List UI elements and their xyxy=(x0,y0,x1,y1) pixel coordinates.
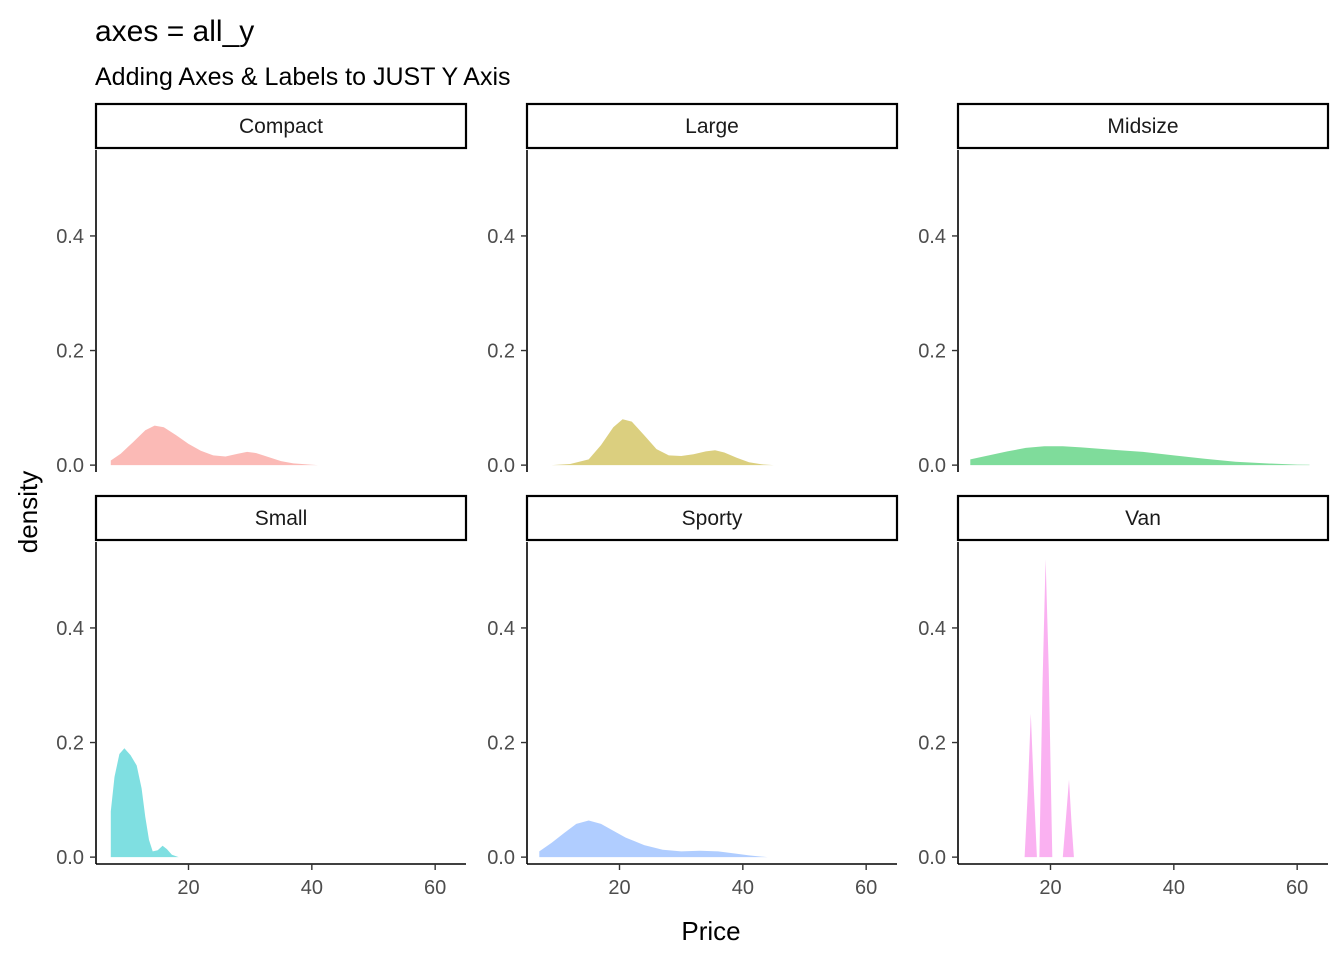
facet-large: Large 0.0 0.2 0.4 xyxy=(487,102,899,477)
y-tick-label-van: 0.4 xyxy=(918,618,946,640)
strip-van xyxy=(956,494,1330,542)
strip-label-sporty: Sporty xyxy=(682,507,743,530)
y-tick-label-midsize: 0.4 xyxy=(918,226,946,248)
x-tick-label-van: 40 xyxy=(1163,877,1185,899)
strip-label-van: Van xyxy=(1125,507,1161,530)
chart-title: axes = all_y xyxy=(95,15,254,48)
x-tick-label-van: 60 xyxy=(1286,877,1308,899)
x-tick-label-small: 40 xyxy=(301,877,323,899)
y-tick-label-sporty: 0.2 xyxy=(487,733,515,755)
strip-small xyxy=(94,494,468,542)
y-tick-label-van: 0.2 xyxy=(918,733,946,755)
strip-label-compact: Compact xyxy=(239,115,323,138)
y-tick-label-small: 0.4 xyxy=(56,618,84,640)
x-tick-label-sporty: 20 xyxy=(608,877,630,899)
density-area-large xyxy=(551,419,774,466)
density-area-small xyxy=(110,748,179,858)
facet-midsize: Midsize 0.0 0.2 0.4 xyxy=(918,102,1330,477)
y-tick-label-compact: 0.4 xyxy=(56,226,84,248)
density-area-compact xyxy=(110,425,318,466)
strip-large xyxy=(525,102,899,150)
density-area-sporty xyxy=(539,820,768,858)
chart-subtitle: Adding Axes & Labels to JUST Y Axis xyxy=(95,63,511,91)
facet-small: Small 0.0 0.2 0.4 20 40 60 xyxy=(56,494,468,899)
y-tick-label-small: 0.0 xyxy=(56,847,84,869)
facet-van: Van 0.0 0.2 0.4 20 40 60 xyxy=(918,494,1330,899)
strip-sporty xyxy=(525,494,899,542)
y-tick-label-midsize: 0.0 xyxy=(918,455,946,477)
y-tick-label-sporty: 0.0 xyxy=(487,847,515,869)
strip-compact xyxy=(94,102,468,150)
y-tick-label-compact: 0.2 xyxy=(56,341,84,363)
facet-sporty: Sporty 0.0 0.2 0.4 20 40 60 xyxy=(487,494,899,899)
x-axis-title: Price xyxy=(681,916,740,946)
y-tick-label-large: 0.2 xyxy=(487,341,515,363)
facet-compact: Compact 0.0 0.2 0.4 xyxy=(56,102,468,477)
facet-panels: Compact 0.0 0.2 0.4 Large 0.0 0.2 0.4 Midsize 0.0… xyxy=(56,102,1330,899)
y-tick-label-small: 0.2 xyxy=(56,733,84,755)
y-axis-title: density xyxy=(13,471,43,553)
x-tick-label-small: 20 xyxy=(177,877,199,899)
y-tick-label-compact: 0.0 xyxy=(56,455,84,477)
x-tick-label-small: 60 xyxy=(424,877,446,899)
y-tick-label-midsize: 0.2 xyxy=(918,341,946,363)
density-area-van xyxy=(1024,559,1074,858)
x-tick-label-van: 20 xyxy=(1039,877,1061,899)
x-tick-label-sporty: 40 xyxy=(732,877,754,899)
y-tick-label-van: 0.0 xyxy=(918,847,946,869)
strip-label-small: Small xyxy=(255,507,308,530)
y-tick-label-large: 0.0 xyxy=(487,455,515,477)
y-tick-label-sporty: 0.4 xyxy=(487,618,515,640)
strip-label-midsize: Midsize xyxy=(1107,115,1178,138)
x-tick-label-sporty: 60 xyxy=(855,877,877,899)
strip-midsize xyxy=(956,102,1330,150)
y-tick-label-large: 0.4 xyxy=(487,226,515,248)
strip-label-large: Large xyxy=(685,115,739,138)
density-area-midsize xyxy=(970,446,1310,466)
